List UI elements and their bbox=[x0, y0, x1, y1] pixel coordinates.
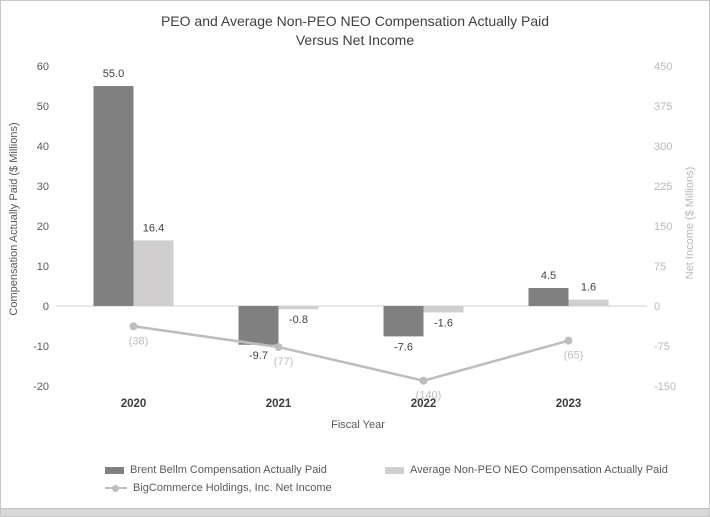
net-income-value-label: (140) bbox=[416, 390, 442, 402]
peo-bar-swatch-icon bbox=[105, 466, 124, 474]
bar-peo-2023 bbox=[528, 288, 569, 306]
right-axis-tick-label: -75 bbox=[654, 341, 670, 353]
legend-item-neo-compensation: Average Non-PEO NEO Compensation Actuall… bbox=[385, 464, 668, 476]
chart-title-line2: Versus Net Income bbox=[295, 32, 415, 48]
x-axis-title: Fiscal Year bbox=[331, 419, 385, 431]
right-axis-tick-label: 375 bbox=[654, 101, 672, 113]
bar-value-label: 1.6 bbox=[581, 282, 596, 294]
net-income-value-label: (65) bbox=[564, 350, 584, 362]
bar-neo-2020 bbox=[133, 240, 174, 306]
left-axis-tick-label: 30 bbox=[37, 181, 49, 193]
bar-value-label: -1.6 bbox=[434, 317, 453, 329]
right-axis-tick-label: 75 bbox=[654, 261, 666, 273]
left-axis-tick-label: 0 bbox=[43, 301, 49, 313]
page-edge-strip bbox=[1, 508, 709, 516]
right-axis-tick-label: 300 bbox=[654, 141, 672, 153]
category-label-2022: 2022 bbox=[411, 398, 437, 410]
left-axis-title: Compensation Actually Paid ($ Millions) bbox=[8, 122, 20, 315]
right-axis-tick-label: -150 bbox=[654, 381, 676, 393]
neo-bar-swatch-icon bbox=[385, 466, 404, 474]
net-income-point-2020 bbox=[129, 322, 138, 331]
bar-value-label: 4.5 bbox=[541, 270, 556, 282]
bar-peo-2020 bbox=[93, 86, 134, 306]
bar-value-label: 55.0 bbox=[103, 68, 124, 80]
chart-title-line1: PEO and Average Non-PEO NEO Compensation… bbox=[160, 13, 550, 29]
net-income-value-label: (38) bbox=[129, 335, 149, 347]
net-income-point-2023 bbox=[564, 336, 573, 345]
net-income-line bbox=[133, 325, 569, 382]
left-axis-tick-label: -10 bbox=[33, 341, 49, 353]
legend-label-net-income: BigCommerce Holdings, Inc. Net Income bbox=[133, 482, 332, 494]
legend-item-net-income: BigCommerce Holdings, Inc. Net Income bbox=[105, 482, 332, 494]
chart-title: PEO and Average Non-PEO NEO Compensation… bbox=[1, 12, 709, 50]
bar-value-label: -9.7 bbox=[249, 350, 268, 362]
bar-neo-2022 bbox=[423, 306, 464, 313]
bar-peo-2021 bbox=[238, 306, 279, 345]
right-axis-tick-label: 225 bbox=[654, 181, 672, 193]
category-label-2023: 2023 bbox=[556, 398, 582, 410]
chart-canvas: Compensation Actually Paid ($ Millions) … bbox=[8, 61, 696, 431]
bar-peo-2022 bbox=[383, 306, 424, 337]
net-income-line-swatch-icon bbox=[105, 484, 127, 493]
left-axis-tick-label: -20 bbox=[33, 381, 49, 393]
category-label-2020: 2020 bbox=[121, 398, 147, 410]
bar-value-label: -7.6 bbox=[394, 341, 413, 353]
right-axis-tick-label: 150 bbox=[654, 221, 672, 233]
left-axis-tick-label: 60 bbox=[37, 61, 49, 73]
bar-neo-2021 bbox=[278, 306, 319, 310]
plot-area: 60 50 40 30 20 10 0 -10 -20 450 375 300 225 150 75 0 -75… bbox=[33, 61, 676, 410]
net-income-point-2022 bbox=[419, 376, 428, 385]
left-axis-tick-label: 40 bbox=[37, 141, 49, 153]
legend-label-peo: Brent Bellm Compensation Actually Paid bbox=[130, 464, 327, 476]
left-axis-tick-label: 50 bbox=[37, 101, 49, 113]
right-axis-tick-label: 450 bbox=[654, 61, 672, 73]
left-axis-tick-label: 20 bbox=[37, 221, 49, 233]
category-label-2021: 2021 bbox=[266, 398, 292, 410]
legend-label-neo: Average Non-PEO NEO Compensation Actuall… bbox=[410, 464, 668, 476]
right-axis-tick-label: 0 bbox=[654, 301, 660, 313]
bar-value-label: -0.8 bbox=[289, 314, 308, 326]
net-income-value-label: (77) bbox=[274, 356, 294, 368]
net-income-point-2021 bbox=[274, 343, 283, 352]
bar-neo-2023 bbox=[568, 299, 609, 306]
legend-item-peo-compensation: Brent Bellm Compensation Actually Paid bbox=[105, 464, 327, 476]
bar-value-label: 16.4 bbox=[143, 222, 164, 234]
left-axis-tick-label: 10 bbox=[37, 261, 49, 273]
right-axis-title: Net Income ($ Millions) bbox=[684, 167, 696, 279]
